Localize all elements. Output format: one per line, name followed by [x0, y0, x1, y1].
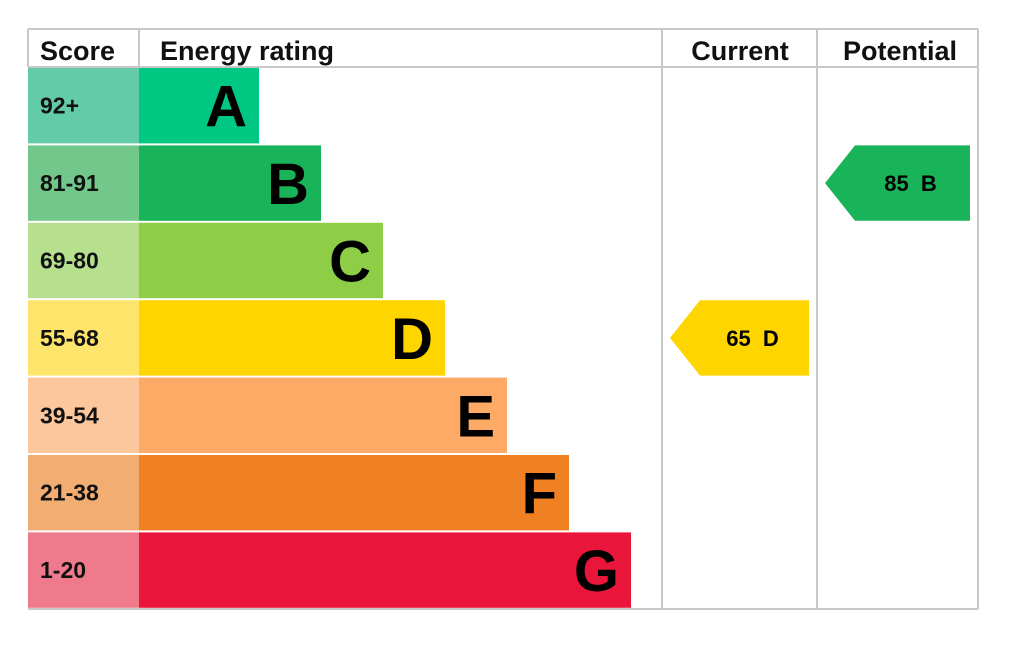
band-letter-g: G [574, 539, 619, 604]
score-label-e: 39-54 [40, 402, 99, 428]
bands-layer: 92+ A 81-91 B 69-80 C 55-68 D 39-54 E 21-38 F 1-20 G [28, 68, 631, 608]
header-score: Score [40, 36, 115, 66]
band-letter-f: F [522, 462, 557, 527]
band-letter-a: A [205, 75, 247, 140]
score-cell-d [28, 300, 139, 376]
band-bar-d [139, 300, 445, 376]
score-cell-c [28, 222, 139, 299]
potential-rating-arrow [825, 145, 970, 221]
band-bar-e [139, 377, 507, 453]
header-rating: Energy rating [160, 36, 334, 66]
score-cell-a [28, 68, 139, 144]
score-cell-e [28, 377, 139, 453]
score-cell-f [28, 455, 139, 531]
score-label-f: 21-38 [40, 480, 99, 506]
potential-rating-label: 85 B [884, 171, 937, 196]
band-letter-c: C [329, 230, 371, 295]
header-row: Score Energy rating Current Potential [40, 36, 957, 66]
current-rating-arrow [670, 300, 809, 376]
band-bar-a [139, 68, 259, 144]
score-label-d: 55-68 [40, 325, 99, 351]
header-potential: Potential [843, 36, 957, 66]
band-bar-b [139, 145, 321, 221]
grid-lines [27, 28, 979, 610]
score-label-a: 92+ [40, 93, 79, 119]
band-bar-f [139, 455, 569, 531]
band-letter-b: B [267, 152, 309, 217]
band-letter-e: E [456, 384, 495, 449]
score-cell-g [28, 532, 139, 608]
band-bar-g [139, 532, 631, 608]
score-label-c: 69-80 [40, 248, 99, 274]
arrows-layer: 65 D 85 B [670, 145, 970, 376]
current-rating-label: 65 D [726, 326, 779, 351]
score-label-g: 1-20 [40, 557, 86, 583]
score-label-b: 81-91 [40, 170, 99, 196]
band-bar-c [139, 222, 383, 299]
header-current: Current [691, 36, 789, 66]
band-letter-d: D [391, 307, 433, 372]
score-cell-b [28, 145, 139, 221]
